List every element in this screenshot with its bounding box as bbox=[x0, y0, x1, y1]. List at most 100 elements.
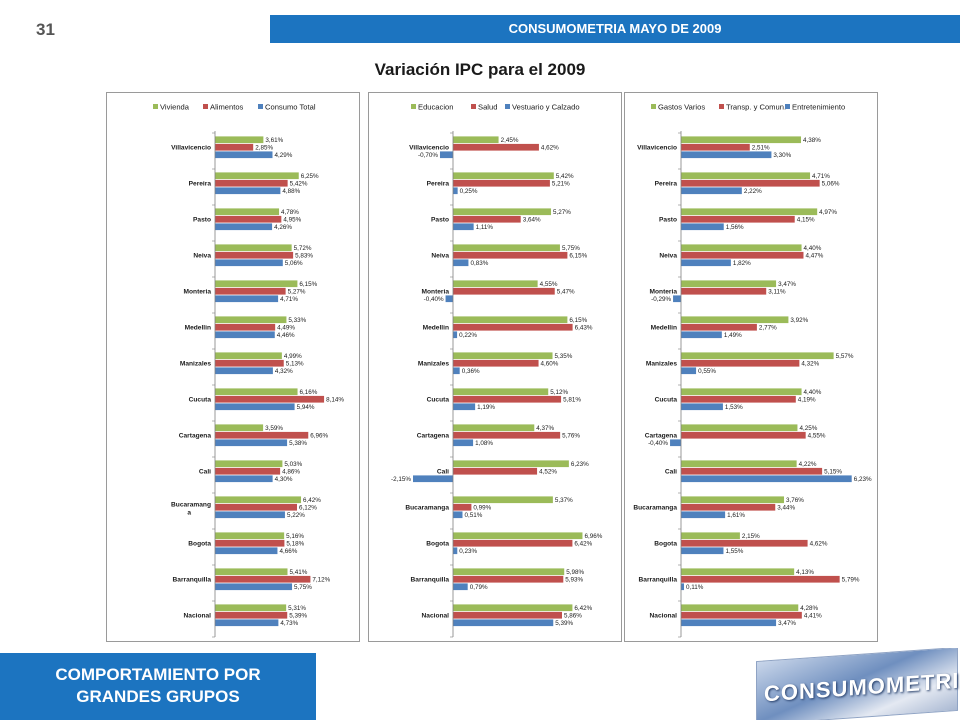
data-label-consumo-total: 5,06% bbox=[285, 260, 303, 267]
category-label: Bucaramanga bbox=[633, 505, 677, 512]
bar-alimentos bbox=[215, 503, 298, 511]
bar-consumo-total bbox=[215, 547, 278, 555]
bar-consumo-total bbox=[215, 295, 279, 303]
data-label-gastos-varios: 3,47% bbox=[778, 281, 796, 288]
chart-panel-vivienda-alimentos: Vivienda Alimentos Consumo Total Villavicen… bbox=[106, 92, 360, 642]
bar-gastos-varios bbox=[681, 424, 798, 432]
data-label-entretenimiento: 1,53% bbox=[725, 404, 743, 411]
bar-salud bbox=[453, 251, 568, 259]
data-label-vivienda: 6,25% bbox=[301, 173, 319, 180]
header-title: CONSUMOMETRIA MAYO DE 2009 bbox=[508, 21, 722, 36]
bar-consumo-total bbox=[215, 151, 273, 159]
data-label-transp-y-comun: 4,15% bbox=[797, 217, 815, 224]
data-label-transp-y-comun: 4,55% bbox=[808, 433, 826, 440]
data-label-alimentos: 5,13% bbox=[286, 361, 304, 368]
data-label-salud: 6,15% bbox=[569, 253, 587, 260]
data-label-alimentos: 8,14% bbox=[326, 397, 344, 404]
chart-panel-gastos-transporte: Gastos Varios Transp. y Comun. Entretenimi… bbox=[624, 92, 878, 642]
data-label-salud: 6,42% bbox=[574, 541, 592, 548]
bar-salud bbox=[453, 575, 564, 583]
bar-vivienda bbox=[215, 604, 287, 612]
data-label-consumo-total: 4,30% bbox=[275, 476, 293, 483]
data-label-transp-y-comun: 5,15% bbox=[824, 469, 842, 476]
data-label-alimentos: 6,96% bbox=[310, 433, 328, 440]
bar-salud bbox=[453, 215, 521, 223]
data-label-educacion: 5,12% bbox=[550, 389, 568, 396]
legend-swatch-entretenimiento bbox=[785, 104, 790, 109]
bar-educacion bbox=[453, 604, 573, 612]
bar-gastos-varios bbox=[681, 568, 795, 576]
data-label-vivienda: 3,61% bbox=[265, 137, 283, 144]
data-label-entretenimiento: 1,56% bbox=[726, 224, 744, 231]
category-label: Monteria bbox=[650, 289, 678, 296]
bar-consumo-total bbox=[215, 259, 283, 267]
bar-entretenimiento bbox=[670, 439, 681, 447]
category-label: Cucuta bbox=[427, 397, 450, 404]
data-label-alimentos: 6,12% bbox=[299, 505, 317, 512]
data-label-vestuario-y-calzado: 0,51% bbox=[464, 512, 482, 519]
data-label-alimentos: 5,18% bbox=[286, 541, 304, 548]
bar-vivienda bbox=[215, 280, 298, 288]
bar-entretenimiento bbox=[673, 295, 681, 303]
data-label-educacion: 4,37% bbox=[536, 425, 554, 432]
bar-salud bbox=[453, 287, 555, 295]
data-label-transp-y-comun: 4,41% bbox=[804, 613, 822, 620]
data-label-gastos-varios: 4,71% bbox=[812, 173, 830, 180]
legend-label-vestuario-y-calzado: Vestuario y Calzado bbox=[512, 103, 580, 112]
bar-vestuario-y-calzado bbox=[453, 259, 469, 267]
page-number: 31 bbox=[36, 20, 55, 39]
bar-alimentos bbox=[215, 143, 254, 151]
data-label-alimentos: 7,12% bbox=[312, 577, 330, 584]
bar-vivienda bbox=[215, 208, 280, 216]
bar-entretenimiento bbox=[681, 331, 722, 339]
bar-salud bbox=[453, 179, 550, 187]
data-label-vestuario-y-calzado: 0,25% bbox=[460, 188, 478, 195]
bar-entretenimiento bbox=[681, 223, 724, 231]
data-label-vestuario-y-calzado: 0,79% bbox=[470, 584, 488, 591]
data-label-vestuario-y-calzado: -0,40% bbox=[424, 296, 444, 303]
chart-svg: Gastos Varios Transp. y Comun. Entretenimi… bbox=[633, 103, 872, 638]
data-label-salud: 0,99% bbox=[473, 505, 491, 512]
data-label-consumo-total: 4,29% bbox=[274, 152, 292, 159]
bar-alimentos bbox=[215, 323, 276, 331]
bar-entretenimiento bbox=[681, 367, 697, 375]
data-label-vestuario-y-calzado: -0,70% bbox=[418, 152, 438, 159]
bar-entretenimiento bbox=[681, 187, 742, 195]
category-label: Nacional bbox=[184, 613, 212, 620]
data-label-vivienda: 5,72% bbox=[294, 245, 312, 252]
data-label-transp-y-comun: 5,79% bbox=[842, 577, 860, 584]
data-label-salud: 4,62% bbox=[541, 145, 559, 152]
bar-gastos-varios bbox=[681, 280, 777, 288]
header-bar: CONSUMOMETRIA MAYO DE 2009 bbox=[270, 15, 960, 43]
bar-transp-y-comun bbox=[681, 611, 802, 619]
data-label-educacion: 6,42% bbox=[574, 605, 592, 612]
data-label-salud: 3,64% bbox=[523, 217, 541, 224]
data-label-alimentos: 5,83% bbox=[295, 253, 313, 260]
data-label-vivienda: 3,59% bbox=[265, 425, 283, 432]
data-label-consumo-total: 4,66% bbox=[279, 548, 297, 555]
legend-swatch-vivienda bbox=[153, 104, 158, 109]
data-label-salud: 5,86% bbox=[564, 613, 582, 620]
bar-entretenimiento bbox=[681, 151, 772, 159]
bar-vivienda bbox=[215, 532, 285, 540]
bar-transp-y-comun bbox=[681, 431, 806, 439]
data-label-entretenimiento: -0,40% bbox=[648, 440, 668, 447]
bar-gastos-varios bbox=[681, 136, 802, 144]
bar-transp-y-comun bbox=[681, 539, 808, 547]
data-label-transp-y-comun: 2,77% bbox=[759, 325, 777, 332]
bar-vestuario-y-calzado bbox=[413, 475, 453, 483]
bar-consumo-total bbox=[215, 511, 285, 519]
bar-vivienda bbox=[215, 460, 283, 468]
data-label-entretenimiento: 1,82% bbox=[733, 260, 751, 267]
data-label-consumo-total: 4,46% bbox=[277, 332, 295, 339]
data-label-salud: 5,21% bbox=[552, 181, 570, 188]
data-label-entretenimiento: -0,29% bbox=[651, 296, 671, 303]
data-label-vestuario-y-calzado: 0,23% bbox=[459, 548, 477, 555]
data-label-gastos-varios: 2,15% bbox=[742, 533, 760, 540]
data-label-transp-y-comun: 3,44% bbox=[777, 505, 795, 512]
data-label-vivienda: 4,99% bbox=[284, 353, 302, 360]
legend-label-entretenimiento: Entretenimiento bbox=[792, 103, 845, 112]
data-label-educacion: 6,96% bbox=[584, 533, 602, 540]
legend-label-educacion: Educacion bbox=[418, 103, 453, 112]
section-footer: COMPORTAMIENTO POR GRANDES GRUPOS bbox=[0, 653, 316, 720]
